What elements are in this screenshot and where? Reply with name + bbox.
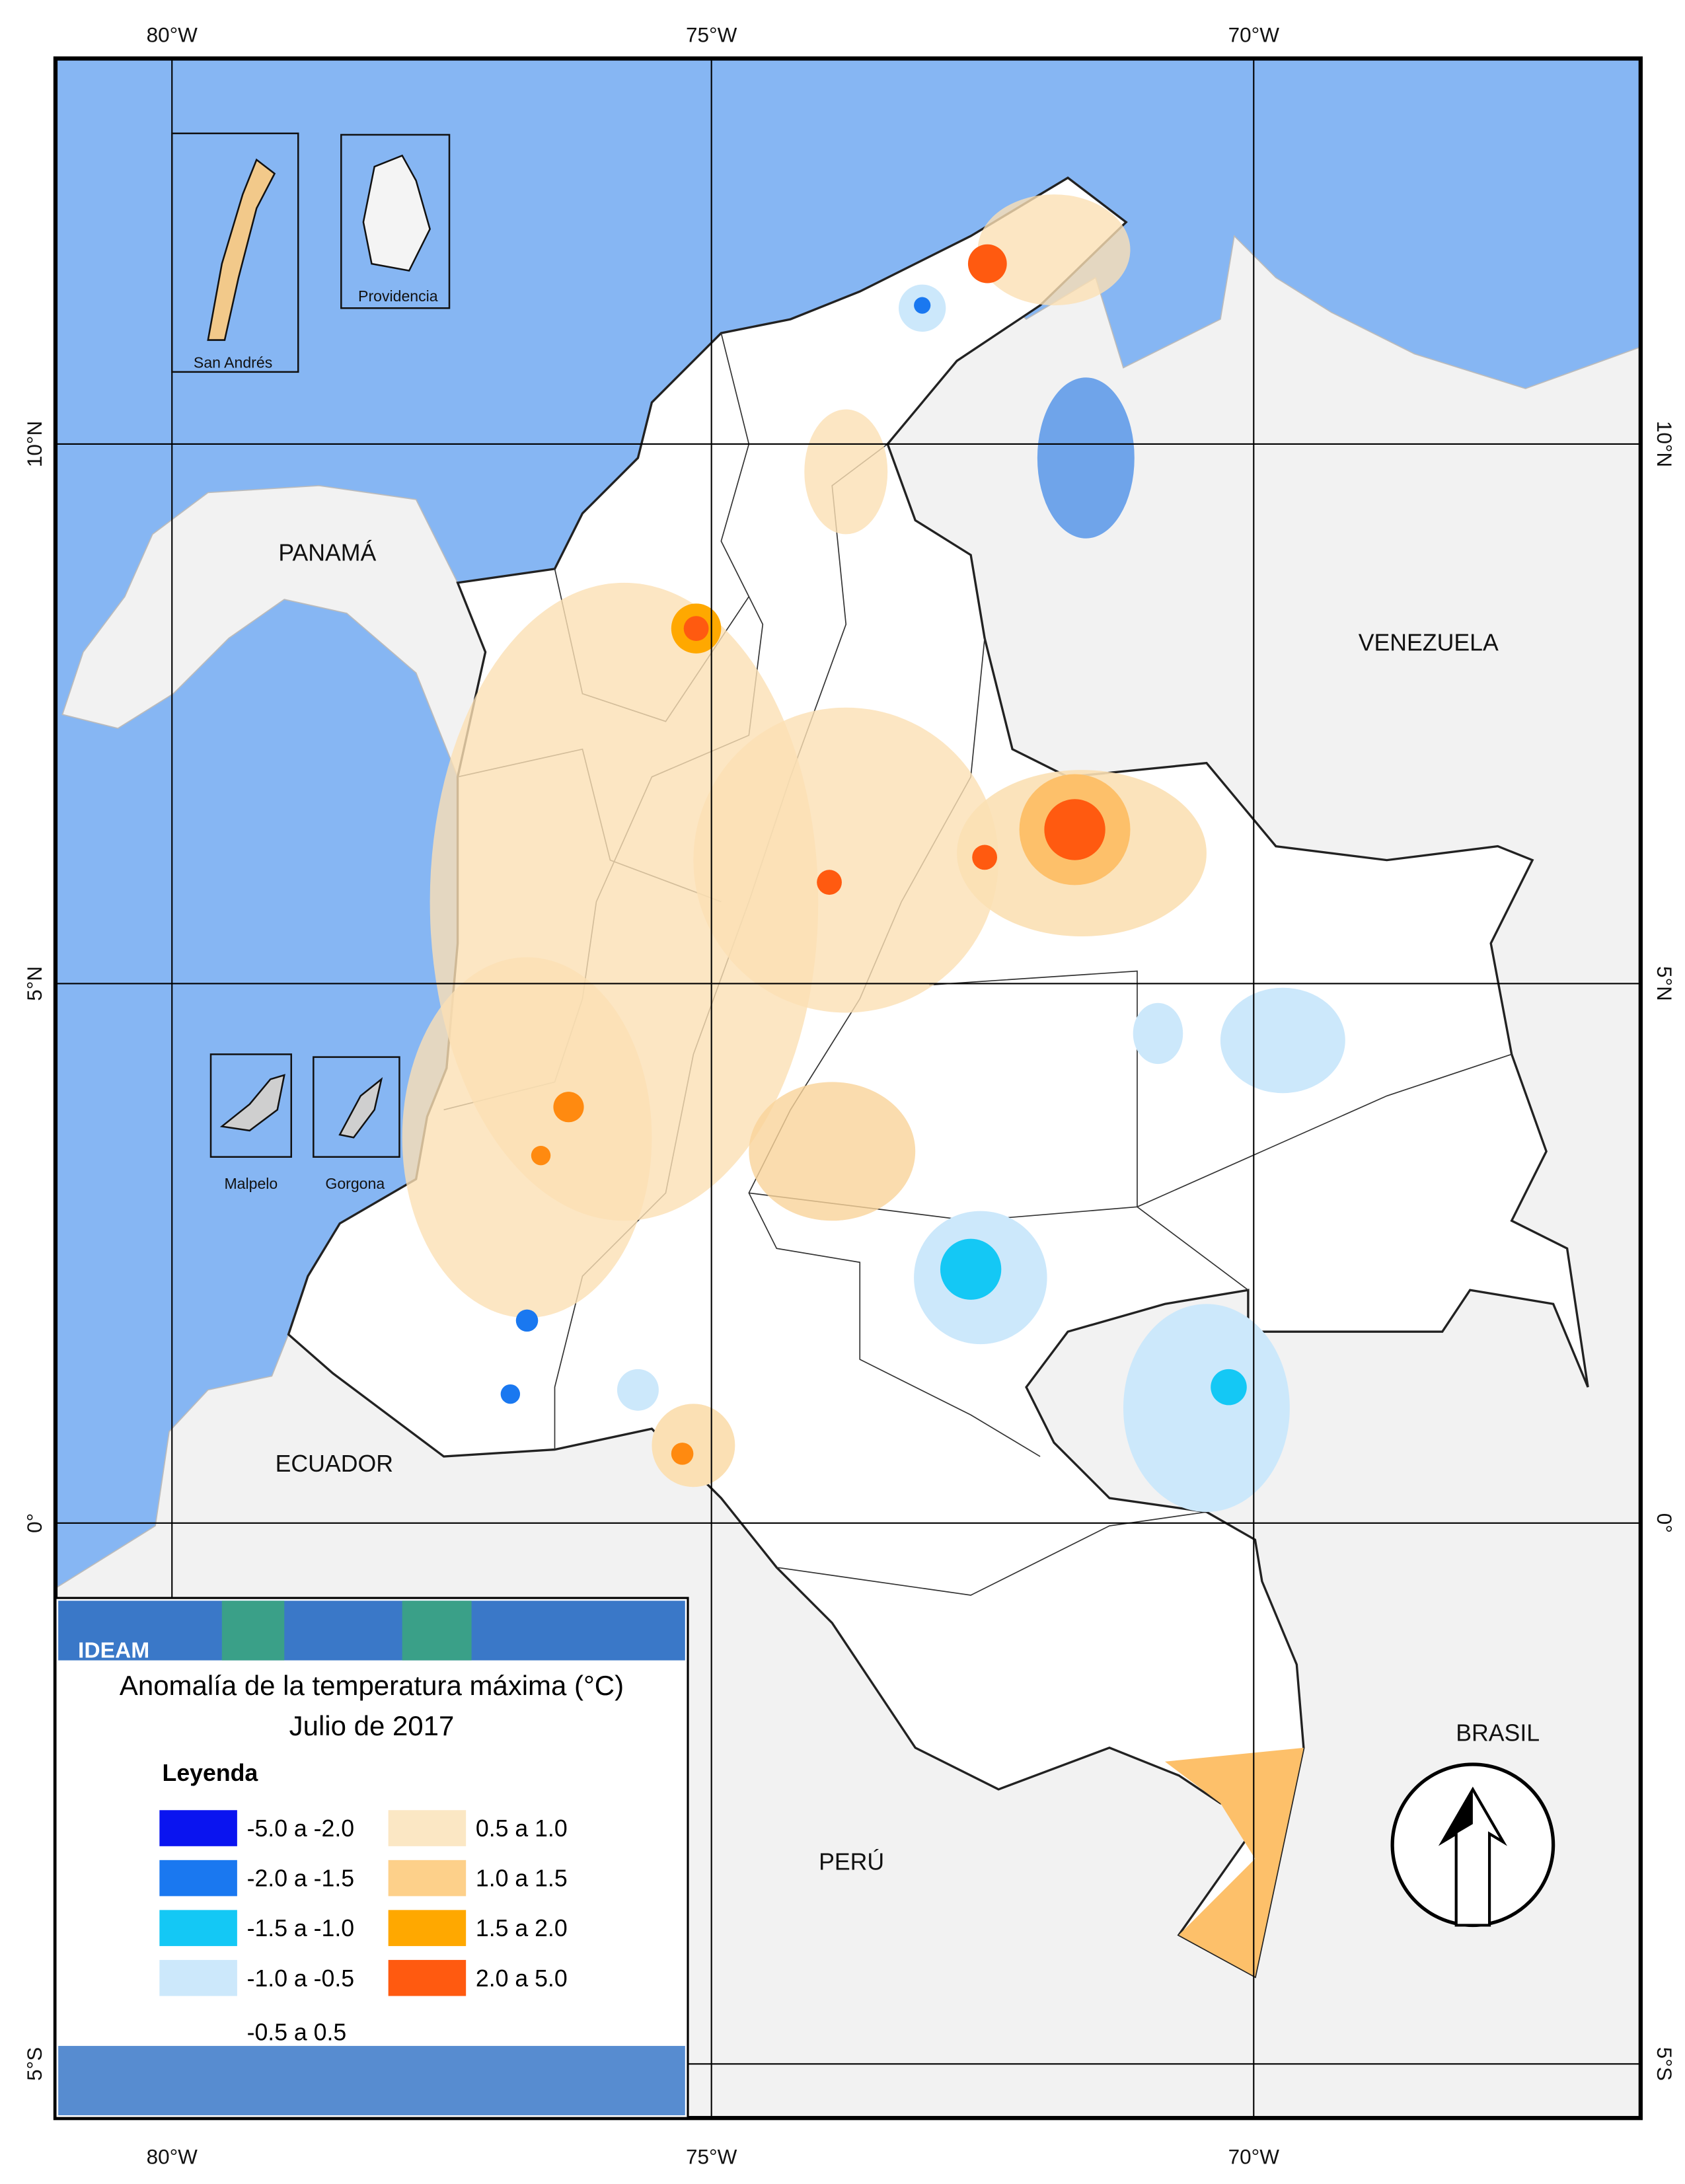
legend-label: -2.0 a -1.5 — [247, 1865, 355, 1892]
legend-banner — [58, 1600, 685, 1661]
country-label: BRASIL — [1456, 1719, 1540, 1746]
legend-swatch — [159, 1910, 237, 1946]
legend-subtitle: Julio de 2017 — [289, 1710, 455, 1741]
legend-footer — [58, 2046, 685, 2115]
inset-label: Malpelo — [224, 1175, 278, 1192]
inset-label: Providencia — [358, 287, 438, 305]
legend-label: 1.0 a 1.5 — [476, 1865, 568, 1892]
country-label: PERÚ — [819, 1849, 884, 1875]
legend-swatch — [388, 1810, 467, 1846]
longitude-label: 80°W — [147, 2145, 198, 2168]
legend-swatch — [159, 1810, 237, 1846]
legend-swatch — [159, 1860, 237, 1897]
latitude-label: 0° — [23, 1513, 46, 1533]
latitude-label: 5°S — [1653, 2047, 1676, 2081]
latitude-label: 5°S — [23, 2047, 46, 2081]
legend-swatch — [388, 1910, 467, 1946]
longitude-label: 80°W — [147, 23, 198, 46]
inset-label: Gorgona — [325, 1175, 385, 1192]
longitude-label: 75°W — [686, 2145, 737, 2168]
latitude-label: 10°N — [23, 421, 46, 467]
legend-label: -1.0 a -0.5 — [247, 1965, 355, 1992]
country-label: ECUADOR — [276, 1450, 393, 1477]
legend-label: 1.5 a 2.0 — [476, 1915, 568, 1941]
inset-label: San Andrés — [194, 354, 272, 371]
lake-maracaibo — [1037, 377, 1135, 539]
legend-label: -5.0 a -2.0 — [247, 1815, 355, 1842]
country-label: PANAMÁ — [278, 539, 376, 566]
latitude-label: 5°N — [1653, 966, 1676, 1001]
latitude-label: 0° — [1653, 1513, 1676, 1533]
latitude-label: 10°N — [1653, 421, 1676, 467]
legend-label: 0.5 a 1.0 — [476, 1815, 568, 1842]
logo: IDEAM — [78, 1638, 149, 1663]
longitude-label: 75°W — [686, 23, 737, 46]
legend-swatch — [388, 1959, 467, 1996]
map-frame — [53, 56, 1643, 2121]
legend-label: -0.5 a 0.5 — [247, 2019, 347, 2046]
legend-label: 2.0 a 5.0 — [476, 1965, 568, 1992]
legend-heading: Leyenda — [163, 1760, 259, 1786]
legend-title: Anomalía de la temperatura máxima (°C) — [120, 1670, 624, 1701]
legend-swatch — [388, 1860, 467, 1897]
latitude-label: 5°N — [23, 966, 46, 1001]
legend-label: -1.5 a -1.0 — [247, 1915, 355, 1941]
longitude-label: 70°W — [1228, 23, 1280, 46]
legend: IDEAM Anomalía de la temperatura máxima … — [54, 1597, 689, 2119]
longitude-label: 70°W — [1228, 2145, 1280, 2168]
insets — [170, 132, 451, 1158]
legend-swatch — [159, 1959, 237, 1996]
country-label: VENEZUELA — [1359, 630, 1499, 656]
north-arrow — [1390, 1762, 1555, 1928]
anomaly-areas — [402, 194, 1345, 1977]
